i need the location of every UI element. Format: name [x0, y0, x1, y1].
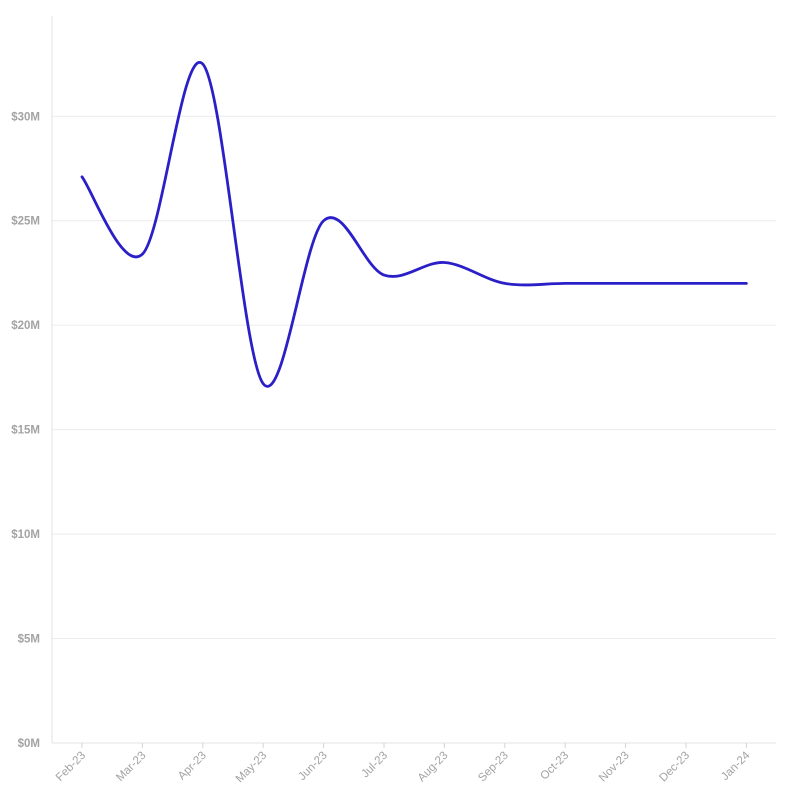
- x-tick-label: Nov-23: [597, 750, 632, 785]
- series-line: [80, 61, 748, 388]
- x-tick-label: Oct-23: [538, 750, 571, 783]
- axes: [51, 16, 776, 748]
- data-point: [200, 61, 206, 67]
- data-point: [79, 174, 85, 180]
- data-point: [381, 272, 387, 278]
- y-tick-label: $5M: [18, 634, 40, 646]
- x-tick-label: Sep-23: [476, 750, 511, 785]
- data-point: [321, 218, 327, 224]
- x-tick-label: Dec-23: [657, 750, 692, 785]
- y-tick-label: $15M: [11, 425, 40, 437]
- data-point: [139, 251, 145, 257]
- x-tick-label: Aug-23: [416, 750, 451, 785]
- y-tick-label: $0M: [18, 738, 40, 750]
- x-tick-label: May-23: [234, 750, 270, 786]
- data-point: [562, 280, 568, 286]
- data-point: [502, 280, 508, 286]
- data-point: [743, 280, 749, 286]
- x-tick-label: Feb-23: [54, 750, 88, 784]
- y-tick-label: $25M: [11, 216, 40, 228]
- data-point: [441, 260, 447, 266]
- x-axis-tick-labels: Feb-23 Mar-23 Apr-23 May-23 Jun-23 Jul-23 Aug-…: [54, 749, 753, 785]
- y-tick-label: $10M: [11, 529, 40, 541]
- y-tick-label: $30M: [11, 111, 40, 123]
- y-tick-label: $20M: [11, 320, 40, 332]
- data-point: [683, 280, 689, 286]
- x-tick-label: Mar-23: [114, 750, 148, 784]
- x-tick-label: Jun-23: [296, 750, 329, 783]
- data-point: [260, 381, 266, 387]
- y-axis-tick-labels: $0M $5M $10M $15M $20M $25M $30M: [11, 111, 40, 750]
- x-tick-label: Apr-23: [176, 750, 209, 783]
- series-layer: [79, 61, 749, 388]
- data-point: [623, 280, 629, 286]
- gridlines: [52, 115, 776, 640]
- x-tick-label: Jan-24: [719, 749, 753, 783]
- x-tick-label: Jul-23: [359, 750, 390, 781]
